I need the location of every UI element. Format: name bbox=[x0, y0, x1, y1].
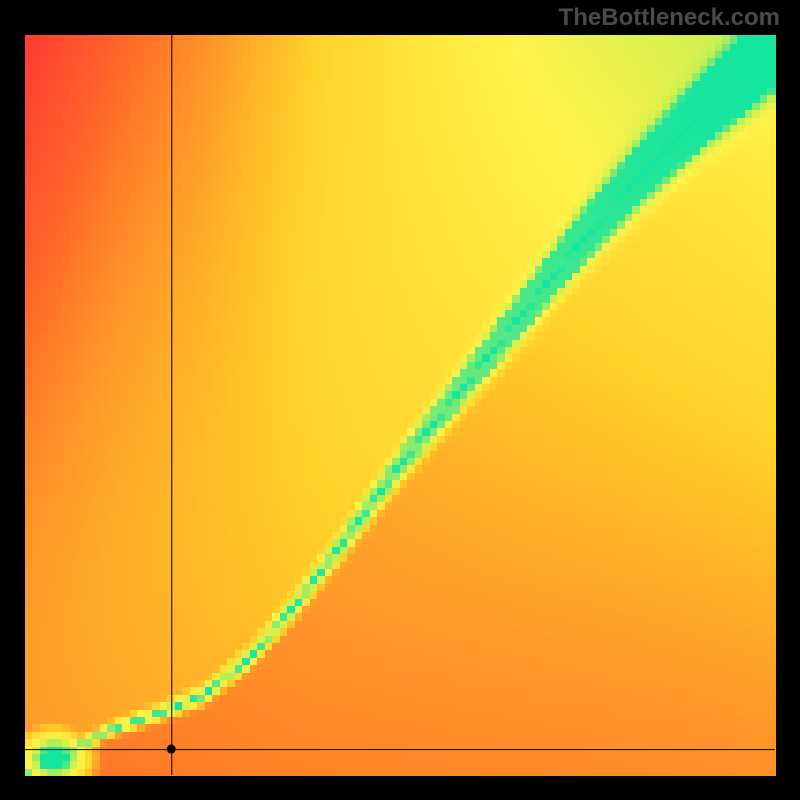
crosshair-overlay bbox=[0, 0, 800, 800]
watermark-text: TheBottleneck.com bbox=[559, 4, 780, 32]
chart-container: TheBottleneck.com bbox=[0, 0, 800, 800]
